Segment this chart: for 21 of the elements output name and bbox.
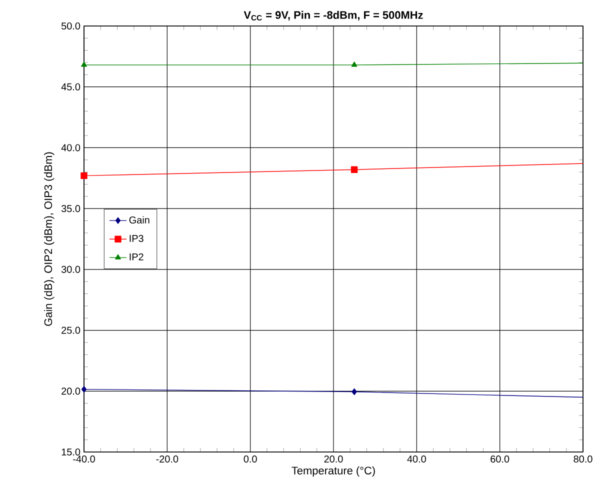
x-tick-label: 80.0 [574, 456, 592, 463]
legend-label: Gain [129, 216, 150, 224]
x-tick-label: 0.0 [244, 456, 257, 463]
y-tick-label: 45.0 [61, 83, 80, 90]
x-tick-label: 20.0 [324, 456, 343, 463]
y-tick-label: 15.0 [62, 448, 80, 456]
y-tick-label: 35.0 [61, 205, 80, 212]
x-tick-label: 60.0 [490, 456, 510, 463]
x-tick-label: -40.0 [73, 456, 95, 463]
y-axis-title: Gain (dB), OIP2 (dBm), OIP3 (dBm) [44, 152, 54, 326]
y-tick-label: 40.0 [61, 144, 80, 152]
x-tick-label: 40.0 [407, 456, 426, 463]
legend-label: IP2 [130, 253, 144, 260]
chart-title: V$_{CC}$ = 9V, Pin = -8dBm, F = 500MHz [244, 10, 423, 21]
x-axis-title: Temperature (°C) [292, 466, 375, 477]
y-tick-label: 30.0 [61, 266, 80, 273]
legend-label: IP3 [130, 234, 144, 242]
x-tick-label: -20.0 [156, 456, 178, 463]
y-tick-label: 25.0 [62, 326, 80, 334]
y-tick-label: 20.0 [62, 388, 80, 395]
y-tick-label: 50.0 [61, 22, 80, 30]
